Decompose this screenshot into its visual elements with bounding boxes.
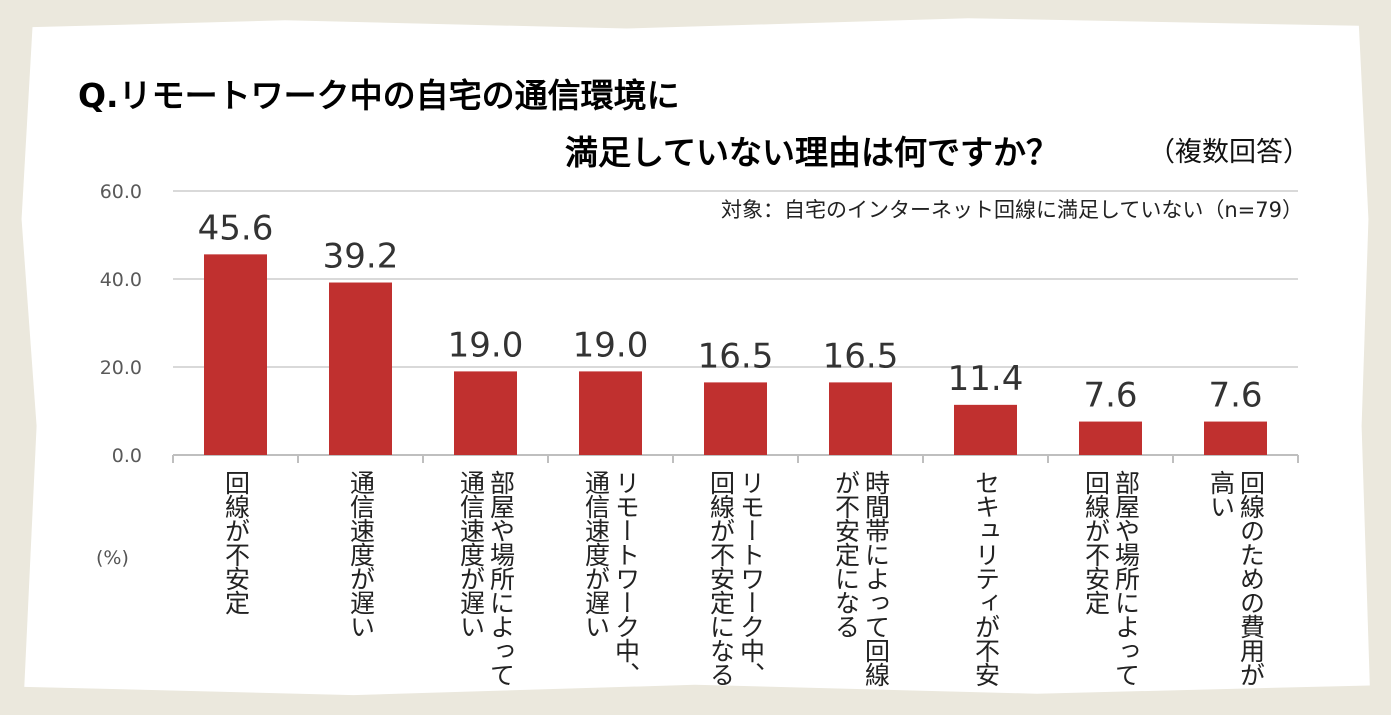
- x-category-label: リモートワーク中、回線が不安定になる: [706, 470, 766, 686]
- x-category-label: 通信速度が遅い: [346, 470, 376, 638]
- bar: [454, 371, 517, 455]
- bar: [1079, 421, 1142, 455]
- y-tick-label: 40.0: [100, 269, 142, 291]
- x-category-label: 時間帯によって回線が不安定になる: [831, 470, 891, 686]
- x-category-label: 回線が不安定: [221, 470, 251, 614]
- multiple-answer-note: （複数回答）: [1148, 137, 1310, 168]
- data-label: 16.5: [698, 336, 774, 376]
- y-tick-label: 0.0: [112, 445, 142, 467]
- bar: [1204, 421, 1267, 455]
- data-label: 11.4: [948, 359, 1024, 399]
- bar: [204, 254, 267, 455]
- bar: [329, 282, 392, 455]
- data-label: 19.0: [448, 325, 524, 365]
- chart-title-line2: 満足していない理由は何ですか？: [565, 133, 1060, 172]
- data-label: 16.5: [823, 336, 899, 376]
- x-category-label: 回線のための費用が高い: [1206, 470, 1266, 686]
- y-tick-label: 60.0: [100, 181, 142, 203]
- data-label: 45.6: [198, 208, 274, 248]
- data-label: 39.2: [323, 237, 399, 277]
- x-category-label: セキュリティが不安: [971, 470, 1001, 686]
- bar: [704, 382, 767, 455]
- data-label: 7.6: [1083, 376, 1137, 416]
- data-label: 19.0: [573, 325, 649, 365]
- y-tick-label: 20.0: [100, 357, 142, 379]
- x-category-label: リモートワーク中、通信速度が遅い: [581, 470, 641, 686]
- bar: [954, 404, 1017, 455]
- y-axis-unit: (%): [96, 547, 129, 569]
- x-category-label: 部屋や場所によって回線が不安定: [1081, 470, 1141, 686]
- bar: [829, 382, 892, 455]
- chart-subtitle: 対象：自宅のインターネット回線に満足していない（n=79）: [721, 198, 1303, 222]
- chart-title-line1: Q.リモートワーク中の自宅の通信環境に: [78, 76, 680, 115]
- bar: [579, 371, 642, 455]
- x-category-label: 部屋や場所によって通信速度が遅い: [456, 470, 516, 686]
- data-label: 7.6: [1208, 376, 1262, 416]
